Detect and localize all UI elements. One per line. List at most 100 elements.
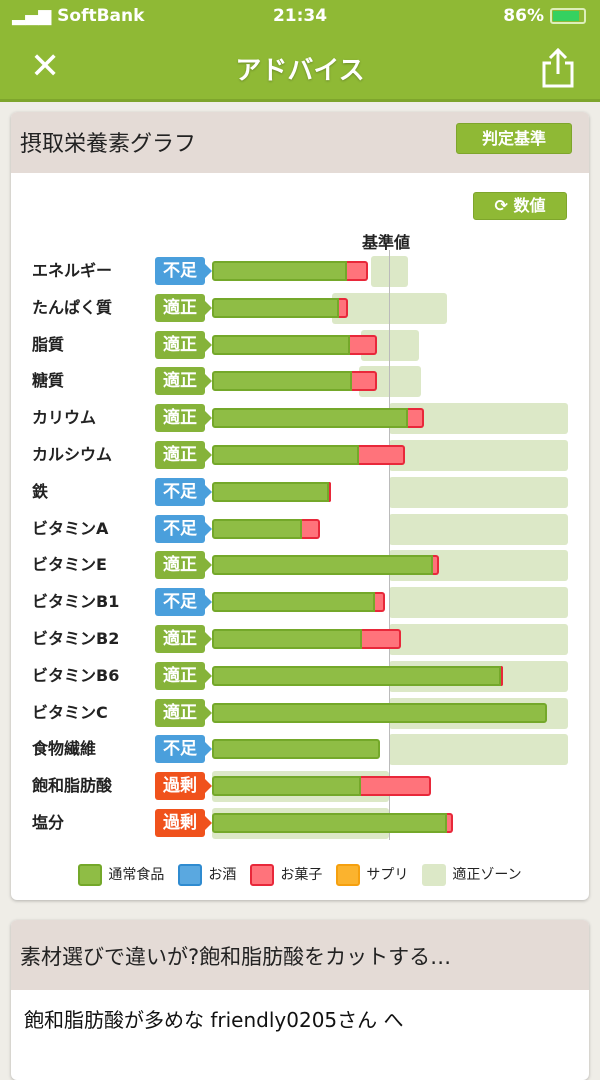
bar-food	[212, 297, 340, 318]
bar-snack	[360, 776, 432, 797]
legend-food: 通常食品	[78, 864, 164, 886]
status-badge: 不足	[155, 514, 212, 543]
status-badge: 適正	[155, 625, 212, 653]
legend-label: サプリ	[366, 867, 409, 883]
bar-food	[212, 629, 363, 649]
nutrient-label: 飽和脂肪酸	[32, 776, 113, 796]
toggle-values-button[interactable]: ⟳ 数値	[473, 192, 567, 220]
legend-alcohol: お酒	[178, 864, 236, 886]
status-badge: 過剰	[155, 772, 212, 801]
status-badge: 適正	[155, 293, 212, 322]
legend-supplement: サプリ	[336, 864, 408, 886]
nutrient-label: ビタミンB2	[32, 629, 120, 648]
article-header: 素材選びで違いが?飽和脂肪酸をカットする…	[11, 920, 589, 990]
nutrient-label: エネルギー	[32, 261, 113, 280]
optimal-zone	[389, 513, 568, 545]
share-icon[interactable]	[540, 48, 576, 88]
bar-food	[212, 702, 547, 723]
bar-food	[212, 445, 359, 465]
nutrient-label: 脂質	[32, 334, 65, 354]
reference-line	[389, 250, 390, 840]
bar-snack	[346, 261, 368, 281]
legend-snack: お菓子	[250, 864, 322, 886]
battery-icon	[550, 8, 586, 24]
nutrient-label: たんぱく質	[32, 297, 113, 317]
optimal-zone	[389, 476, 568, 508]
nutrient-label: ビタミンC	[32, 702, 108, 722]
bar-food	[212, 408, 409, 429]
nutrient-label: ビタミンB6	[32, 665, 120, 685]
status-badge: 不足	[155, 735, 212, 764]
bar-food	[212, 371, 352, 392]
bar-snack	[500, 665, 503, 686]
bar-food	[212, 261, 347, 281]
bar-food	[212, 592, 375, 613]
bar-snack	[350, 334, 377, 355]
battery-percent: 86%	[503, 6, 544, 26]
close-icon[interactable]: ✕	[30, 46, 61, 87]
status-bar: ▂▄▆ SoftBank 21:34 86%	[0, 6, 600, 30]
judge-criteria-button[interactable]: 判定基準	[456, 123, 572, 154]
chart-legend: 通常食品 お酒 お菓子 サプリ 適正ゾーン	[0, 864, 600, 886]
bar-snack	[339, 297, 349, 318]
status-badge: 適正	[155, 698, 212, 727]
toggle-values-label: 数値	[513, 196, 546, 215]
legend-zone: 適正ゾーン	[422, 864, 522, 886]
bar-snack	[328, 481, 331, 502]
bar-food	[212, 813, 448, 833]
reference-label: 基準値	[362, 233, 411, 252]
top-bar: ▂▄▆ SoftBank 21:34 86% ✕ アドバイス	[0, 0, 600, 102]
card-header: 摂取栄養素グラフ 判定基準	[11, 112, 589, 173]
bar-snack	[362, 629, 402, 649]
article-body: 飽和脂肪酸が多めな friendly0205さん へ	[24, 1008, 404, 1032]
nutrient-chart: 基準値 エネルギー 不足 たんぱく質 適正 脂質 適正 糖質 適正 カリウム 適正 カルシウム 適正鉄不…	[32, 233, 568, 840]
legend-label: 適正ゾーン	[452, 867, 522, 883]
bar-food	[212, 739, 381, 760]
card-title: 摂取栄養素グラフ	[20, 132, 197, 157]
bar-food	[212, 334, 351, 355]
bar-food	[212, 776, 361, 797]
page-title: アドバイス	[235, 56, 365, 86]
bar-snack	[433, 555, 439, 576]
status-badge: 適正	[155, 551, 212, 580]
nutrient-label: 鉄	[32, 481, 49, 501]
article-title[interactable]: 素材選びで違いが?飽和脂肪酸をカットする…	[20, 945, 452, 969]
bar-snack	[351, 371, 377, 392]
bar-snack	[374, 592, 386, 613]
nutrient-label: カルシウム	[32, 445, 113, 464]
nutrient-label: 塩分	[32, 813, 65, 832]
status-icons: 86%	[503, 6, 586, 26]
nutrient-label: ビタミンA	[32, 518, 109, 538]
status-badge: 不足	[155, 257, 212, 285]
legend-label: お菓子	[280, 867, 323, 883]
nutrient-label: カリウム	[32, 408, 97, 428]
nutrient-label: 食物繊維	[32, 739, 97, 759]
bar-food	[212, 518, 303, 539]
status-badge: 不足	[155, 588, 212, 617]
status-badge: 過剰	[155, 809, 212, 837]
carrier: ▂▄▆ SoftBank	[12, 6, 145, 26]
bar-snack	[447, 813, 453, 833]
bar-food	[212, 555, 434, 576]
article-card[interactable]: 素材選びで違いが?飽和脂肪酸をカットする… 飽和脂肪酸が多めな friendly…	[11, 920, 589, 1080]
refresh-icon: ⟳	[494, 196, 508, 215]
status-badge: 適正	[155, 404, 212, 433]
bar-snack	[302, 518, 320, 539]
clock: 21:34	[272, 6, 328, 26]
optimal-zone	[389, 440, 568, 471]
status-badge: 適正	[155, 661, 212, 690]
bar-snack	[408, 408, 425, 429]
nutrient-label: ビタミンB1	[32, 592, 120, 612]
optimal-zone	[389, 624, 568, 655]
status-badge: 適正	[155, 441, 212, 469]
optimal-zone	[389, 734, 568, 766]
legend-label: お酒	[208, 867, 237, 883]
optimal-zone	[389, 587, 568, 619]
status-badge: 不足	[155, 477, 212, 506]
nutrient-label: ビタミンE	[32, 555, 107, 575]
status-badge: 適正	[155, 330, 212, 359]
status-badge: 適正	[155, 367, 212, 396]
carrier-name: SoftBank	[57, 6, 145, 26]
legend-label: 通常食品	[108, 867, 165, 883]
bar-food	[212, 665, 501, 686]
